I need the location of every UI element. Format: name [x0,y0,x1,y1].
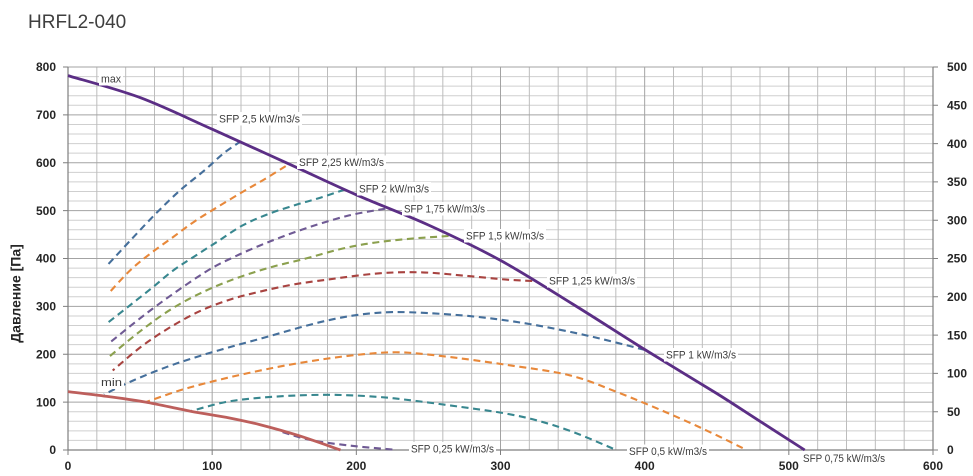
svg-text:500: 500 [947,60,967,74]
svg-text:SFP 0,25 kW/m3/s: SFP 0,25 kW/m3/s [411,444,494,456]
svg-text:200: 200 [947,290,967,304]
svg-text:SFP 1,25 kW/m3/s: SFP 1,25 kW/m3/s [549,276,635,288]
svg-text:100: 100 [36,395,56,409]
svg-text:500: 500 [779,459,799,473]
svg-text:600: 600 [923,459,943,473]
svg-text:300: 300 [490,459,510,473]
svg-text:SFP 0,75 kW/m3/s: SFP 0,75 kW/m3/s [803,453,885,465]
svg-text:800: 800 [36,60,56,74]
svg-text:350: 350 [947,175,967,189]
svg-text:250: 250 [947,252,967,266]
svg-text:max: max [101,74,121,86]
svg-text:SFP 1,5 kW/m3/s: SFP 1,5 kW/m3/s [466,231,544,243]
svg-text:Давление [Па]: Давление [Па] [8,244,24,343]
svg-text:SFP 2,5 kW/m3/s: SFP 2,5 kW/m3/s [219,114,300,126]
svg-text:100: 100 [947,367,967,381]
svg-text:400: 400 [36,252,56,266]
svg-text:400: 400 [947,137,967,151]
svg-text:450: 450 [947,99,967,113]
svg-text:200: 200 [346,459,366,473]
svg-text:500: 500 [36,204,56,218]
svg-text:100: 100 [202,459,222,473]
svg-text:700: 700 [36,108,56,122]
svg-text:300: 300 [36,300,56,314]
svg-text:200: 200 [36,347,56,361]
svg-text:300: 300 [947,213,967,227]
svg-text:0: 0 [49,443,56,457]
svg-text:min: min [101,377,122,389]
svg-text:50: 50 [947,405,961,419]
svg-text:150: 150 [947,328,967,342]
svg-text:400: 400 [635,459,655,473]
svg-text:HRFL2-040: HRFL2-040 [28,12,126,33]
svg-text:0: 0 [65,459,72,473]
svg-text:SFP 1 kW/m3/s: SFP 1 kW/m3/s [666,350,736,362]
svg-text:SFP 1,75 kW/m3/s: SFP 1,75 kW/m3/s [404,204,485,216]
svg-text:0: 0 [947,443,954,457]
svg-text:SFP 2 kW/m3/s: SFP 2 kW/m3/s [359,184,429,196]
svg-text:SFP 2,25 kW/m3/s: SFP 2,25 kW/m3/s [299,157,384,169]
svg-text:SFP 0,5 kW/m3/s: SFP 0,5 kW/m3/s [629,446,707,458]
svg-text:600: 600 [36,156,56,170]
